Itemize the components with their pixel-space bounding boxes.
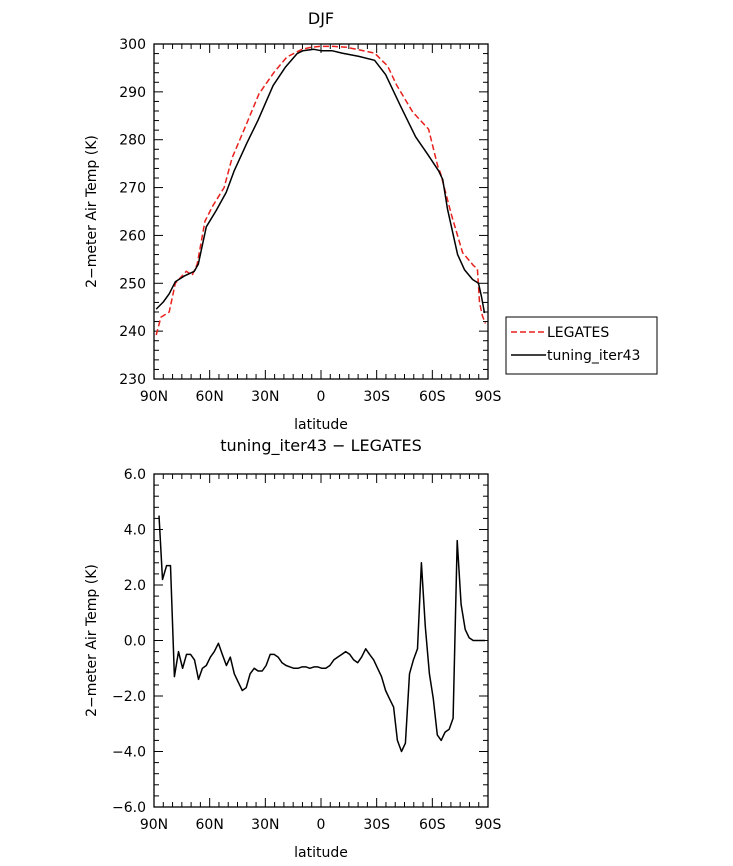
panel1-y-tick-label: 300 [119,37,146,53]
panel2-y-axis-label: 2−meter Air Temp (K) [84,564,100,717]
panel1-y-axis-label: 2−meter Air Temp (K) [84,135,100,288]
panel1-y-tick-label: 250 [119,276,146,292]
panel2-y-tick-label: 6.0 [124,467,146,483]
panel1-series-line-tuning-iter43 [155,48,486,314]
panel1-y-tick-label: 270 [119,181,146,197]
panel1-series-line-legates [155,45,487,336]
panel2-chart-title: tuning_iter43 − LEGATES [220,436,422,456]
panel2-x-axis-label: latitude [294,845,348,861]
panel1-x-tick-label: 90S [475,389,502,405]
panel1-y-tick-label: 230 [119,372,146,388]
panel1-x-tick-label: 30N [251,389,279,405]
panel1-y-tick-label: 240 [119,324,146,340]
legend-label-tuning-iter43: tuning_iter43 [547,348,640,364]
panel2-y-tick-label: 2.0 [124,578,146,594]
panel1-x-axis-label: latitude [294,417,348,433]
panel1-x-tick-label: 60N [196,389,224,405]
panel2-x-tick-label: 30N [251,817,279,833]
panel2-plot-frame [153,473,489,808]
panel1-x-tick-label: 60S [419,389,446,405]
panel2-x-tick-label: 60N [196,817,224,833]
panel1-chart-title: DJF [308,9,334,28]
panel2-y-tick-label: −6.0 [112,800,146,816]
panel1-y-tick-label: 280 [119,133,146,149]
panel2-x-tick-label: 60S [419,817,446,833]
panel2-y-tick-label: 0.0 [124,634,146,650]
panel2-x-tick-label: 90S [475,817,502,833]
panel1-y-tick-label: 260 [119,228,146,244]
legend-box [505,316,658,375]
panel1-x-tick-label: 30S [363,389,390,405]
panel2-x-tick-label: 0 [317,817,326,833]
panel1-x-tick-label: 0 [317,389,326,405]
panel1-y-tick-label: 290 [119,85,146,101]
legend-label-legates: LEGATES [547,325,609,341]
panel2-x-tick-label: 90N [140,817,168,833]
panel1-plot-frame [153,43,489,380]
panel2-y-tick-label: −2.0 [112,689,146,705]
panel2-y-tick-label: −4.0 [112,745,146,761]
panel2-y-tick-label: 4.0 [124,523,146,539]
panel2-x-tick-label: 30S [363,817,390,833]
panel1-x-tick-label: 90N [140,389,168,405]
panel2-series-line-tuning-iter43-legates [158,515,485,753]
